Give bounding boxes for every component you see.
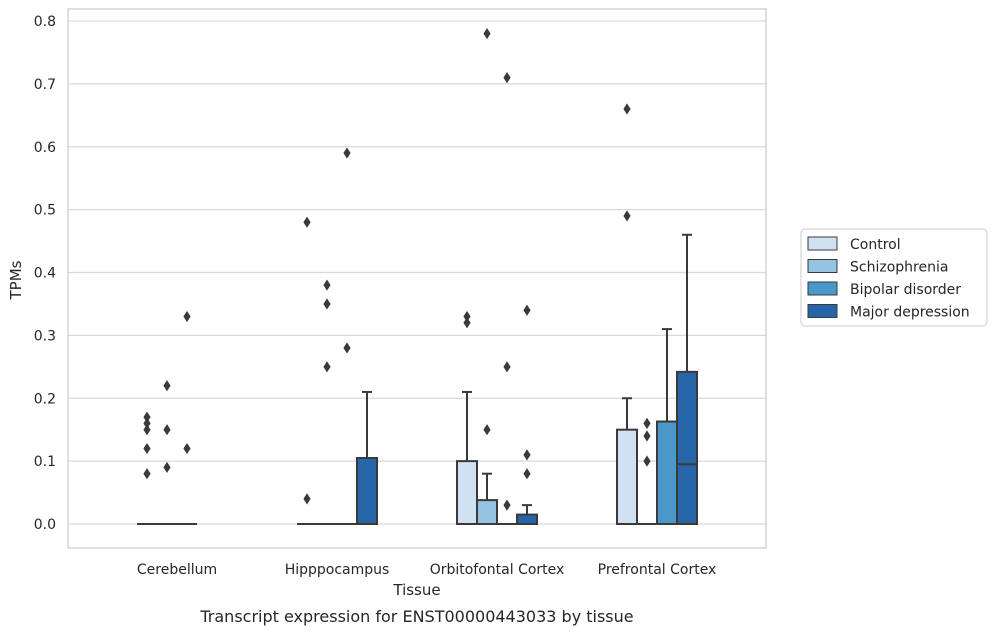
- box-element: [356, 390, 378, 526]
- gridlines: [68, 20, 766, 525]
- outlier-point: [643, 455, 651, 467]
- box-element: [676, 233, 698, 525]
- x-tick-label: Hipppocampus: [285, 562, 390, 578]
- outlier-point: [163, 380, 171, 392]
- legend-item: Major depression: [807, 304, 970, 321]
- box: [656, 420, 678, 526]
- legend-swatch: [807, 281, 838, 296]
- box-element: [317, 279, 337, 525]
- y-tick-label: 0.4: [34, 266, 56, 282]
- legend-item: Control: [807, 236, 901, 253]
- outlier-point: [163, 461, 171, 474]
- outlier-point: [343, 147, 351, 159]
- outlier-point: [143, 411, 151, 423]
- box: [516, 513, 538, 525]
- y-tick-label: 0.0: [34, 517, 56, 533]
- axes-frame: [67, 8, 767, 549]
- box-element: [656, 328, 678, 526]
- x-axis-ticks: Cerebellum Hipppocampus Orbitofontal Corte…: [137, 562, 716, 578]
- series-bipolar-disorder: [177, 71, 678, 526]
- legend-item: Bipolar disorder: [807, 281, 961, 298]
- box-element: [337, 147, 357, 525]
- outlier-point: [523, 304, 531, 316]
- box: [616, 428, 638, 525]
- box-element: [157, 380, 177, 525]
- outlier-point: [143, 468, 151, 480]
- outlier-point: [643, 417, 651, 429]
- outlier-point: [623, 210, 631, 222]
- y-tick-label: 0.5: [34, 203, 56, 219]
- box: [456, 460, 478, 525]
- outlier-point: [323, 279, 331, 291]
- box-element: [177, 310, 197, 525]
- legend-label: Bipolar disorder: [850, 282, 961, 298]
- outlier-point: [323, 361, 331, 373]
- outlier-point: [303, 216, 311, 228]
- box: [356, 456, 378, 526]
- outlier-point: [183, 310, 191, 323]
- x-tick-label: Orbitofontal Cortex: [430, 562, 565, 578]
- legend-swatch: [807, 304, 838, 318]
- y-tick-label: 0.2: [34, 391, 56, 407]
- outlier-point: [143, 424, 151, 436]
- outlier-point: [503, 361, 511, 373]
- y-axis-label: TPMs: [7, 260, 25, 300]
- series-control: [137, 103, 638, 525]
- outlier-point: [643, 430, 651, 442]
- outlier-point: [343, 342, 351, 354]
- box-element: [637, 417, 657, 525]
- box-element: [497, 71, 517, 525]
- box-element: [616, 103, 638, 525]
- outlier-point: [463, 317, 471, 329]
- outlier-point: [143, 417, 151, 429]
- legend-label: Control: [850, 237, 901, 253]
- series-schizophrenia: [157, 27, 657, 526]
- y-tick-label: 0.3: [34, 328, 56, 344]
- outlier-point: [463, 310, 471, 323]
- outlier-point: [163, 424, 171, 436]
- box-element: [137, 411, 157, 525]
- legend-label: Major depression: [850, 305, 970, 321]
- y-tick-label: 0.1: [34, 454, 56, 470]
- box: [476, 499, 498, 526]
- outlier-point: [623, 103, 631, 115]
- outlier-point: [483, 27, 491, 40]
- y-tick-label: 0.6: [34, 140, 56, 156]
- outlier-point: [523, 468, 531, 480]
- x-axis-label: Tissue: [392, 581, 440, 599]
- series-major-depression: [356, 233, 698, 526]
- outlier-point: [183, 442, 191, 455]
- y-tick-label: 0.8: [34, 14, 56, 30]
- x-tick-label: Cerebellum: [137, 562, 217, 578]
- box: [676, 370, 698, 525]
- x-tick-label: Prefrontal Cortex: [598, 562, 717, 578]
- box-element: [476, 27, 498, 526]
- outlier-point: [303, 493, 311, 505]
- y-tick-label: 0.7: [34, 77, 56, 93]
- legend-label: Schizophrenia: [850, 260, 948, 276]
- outlier-point: [323, 298, 331, 310]
- outlier-point: [503, 499, 511, 511]
- legend-swatch: [807, 236, 838, 251]
- y-axis-ticks: 0.0 0.1 0.2 0.3 0.4 0.5 0.6 0.7 0.8: [34, 14, 56, 533]
- legend-item: Schizophrenia: [807, 259, 948, 276]
- outlier-point: [523, 449, 531, 461]
- legend-box: [800, 228, 988, 327]
- box-element: [456, 310, 478, 525]
- chart-caption: Transcript expression for ENST0000044303…: [199, 607, 633, 626]
- plot-area: [137, 27, 698, 526]
- outlier-point: [143, 442, 151, 455]
- outlier-point: [483, 424, 491, 436]
- legend: Control Schizophrenia Bipolar disorder Majo…: [800, 228, 988, 327]
- box-element: [297, 216, 317, 525]
- box-element: [516, 304, 538, 525]
- legend-swatch: [807, 259, 838, 273]
- outlier-point: [503, 71, 511, 84]
